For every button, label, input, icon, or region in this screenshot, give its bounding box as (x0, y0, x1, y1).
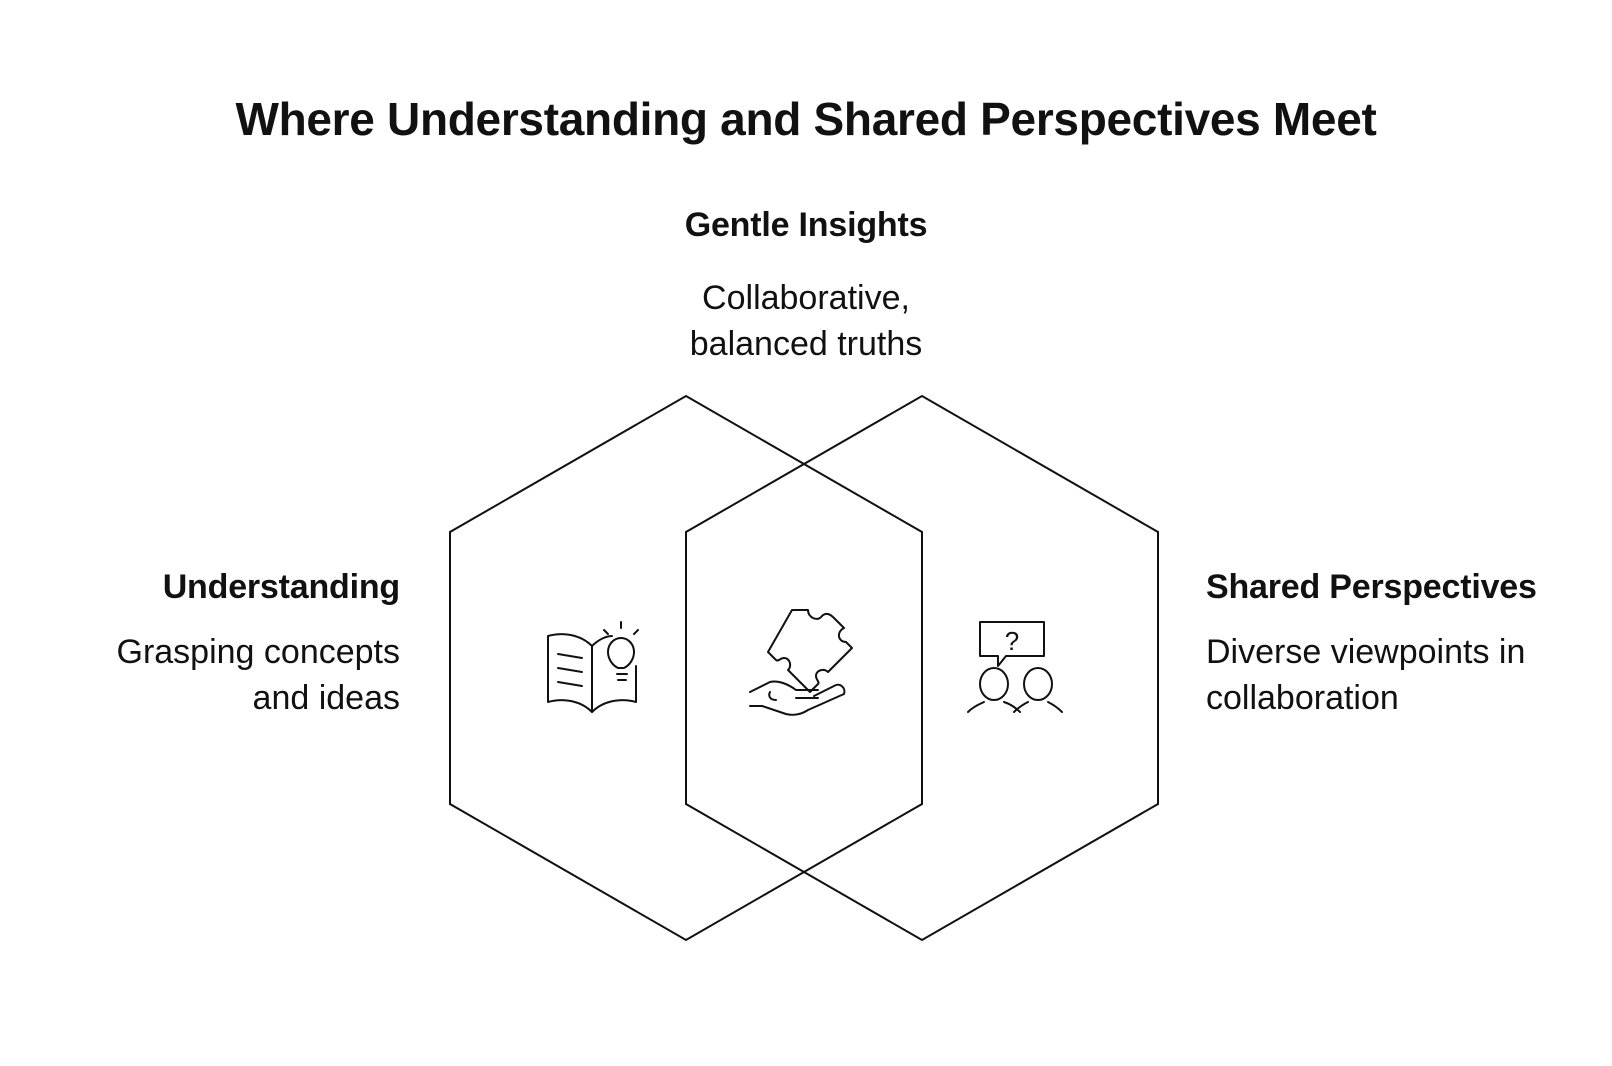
left-label: Understanding Grasping concepts and idea… (40, 568, 401, 721)
right-hexagon (685, 394, 1159, 942)
left-heading: Understanding (162, 568, 400, 606)
left-hexagon (449, 394, 923, 942)
people-question-icon: ? (967, 621, 1063, 713)
intersection-heading: Gentle Insights (684, 206, 928, 244)
right-label: Shared Perspectives Diverse viewpoints i… (1206, 568, 1606, 721)
left-description-line2: and ideas (252, 679, 400, 717)
question-mark-glyph: ? (1005, 626, 1019, 656)
right-description-line1: Diverse viewpoints in (1206, 633, 1526, 671)
diagram-title: Where Understanding and Shared Perspecti… (235, 93, 1377, 145)
intersection-label: Gentle Insights Collaborative, balanced … (556, 206, 1056, 367)
puzzle-hand-icon (749, 609, 853, 716)
right-description-line2: collaboration (1206, 679, 1399, 717)
intersection-description-line1: Collaborative, (702, 279, 910, 317)
book-lightbulb-icon (547, 621, 639, 713)
intersection-description-line2: balanced truths (689, 325, 923, 363)
right-heading: Shared Perspectives (1206, 568, 1537, 606)
left-description-line1: Grasping concepts (116, 633, 401, 671)
